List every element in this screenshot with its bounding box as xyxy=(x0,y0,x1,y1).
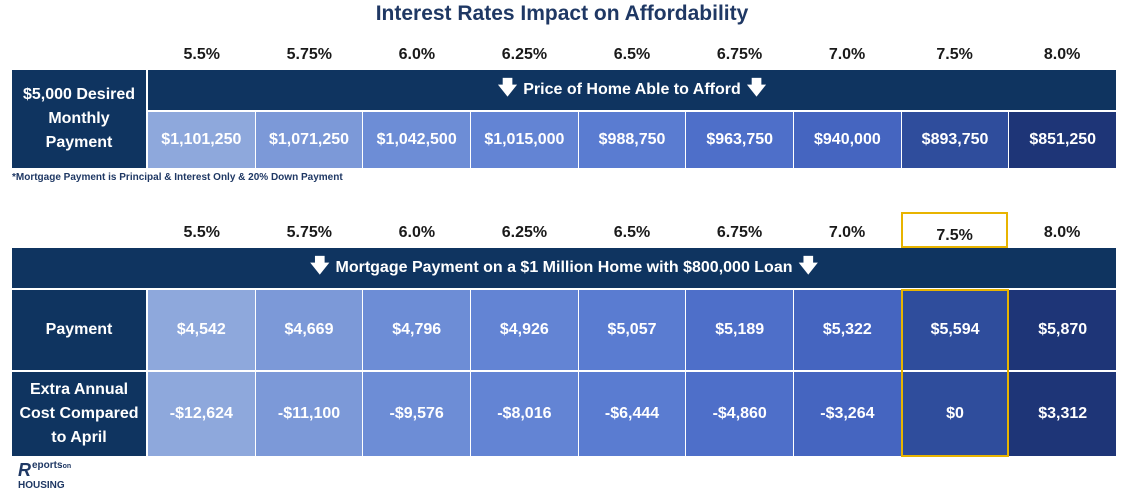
down-arrow-icon: 🡇 xyxy=(746,78,767,99)
payment-cell: $5,870 xyxy=(1009,290,1117,370)
rate-header: 5.5% xyxy=(183,224,220,241)
payment-row: $4,542 $4,669 $4,796 $4,926 $5,057 $5,189 $5,3… xyxy=(148,290,1117,370)
rate-header: 6.0% xyxy=(398,46,436,63)
desired-payment-label: $5,000 Desired Monthly Payment xyxy=(12,70,146,168)
down-arrow-icon: 🡇 xyxy=(497,78,518,99)
price-cell: $1,071,250 xyxy=(255,112,363,168)
rate-header: 7.5% xyxy=(900,212,1009,248)
payment-cell: $5,594 xyxy=(901,290,1009,370)
price-cell: $1,042,500 xyxy=(363,112,471,168)
extra-cost-cell: -$8,016 xyxy=(471,372,578,456)
extra-cost-cell: -$12,624 xyxy=(148,372,255,456)
extra-cost-row: -$12,624 -$11,100 -$9,576 -$8,016 -$6,444 -$4… xyxy=(148,372,1117,456)
extra-cost-cell: -$4,860 xyxy=(686,372,794,456)
rate-header-row-1: 5.5% 5.75% 6.0% 6.25% 6.5% 6.75% 7.0% 7.5% 8.0% xyxy=(148,42,1116,70)
rate-header: 7.5% xyxy=(936,46,973,63)
extra-cost-cell: -$6,444 xyxy=(578,372,686,456)
rate-header: 6.25% xyxy=(501,224,548,241)
payment-cell: $5,189 xyxy=(686,290,794,370)
payment-cell: $4,926 xyxy=(471,290,578,370)
reports-on-housing-logo: R eportson HOUSING xyxy=(18,460,72,491)
payment-row-label: Payment xyxy=(12,290,146,370)
rate-header: 5.75% xyxy=(286,46,332,63)
price-cell: $940,000 xyxy=(794,112,901,168)
rate-header: 5.75% xyxy=(286,224,332,241)
rate-header: 6.75% xyxy=(716,224,763,241)
price-banner: 🡇 Price of Home Able to Afford 🡇 xyxy=(148,70,1116,110)
payment-cell: $4,669 xyxy=(255,290,363,370)
footnote: *Mortgage Payment is Principal & Interes… xyxy=(12,172,343,183)
mortgage-banner-text: Mortgage Payment on a $1 Million Home wi… xyxy=(335,259,793,276)
price-cell: $963,750 xyxy=(686,112,794,168)
chart-title: Interest Rates Impact on Affordability xyxy=(375,2,749,25)
extra-cost-cell: -$11,100 xyxy=(255,372,363,456)
rate-header: 7.0% xyxy=(828,224,866,241)
rate-header: 7.0% xyxy=(828,46,866,63)
price-banner-text: Price of Home Able to Afford xyxy=(523,81,741,98)
extra-cost-row-label: Extra Annual Cost Compared to April xyxy=(12,372,146,456)
price-row: $1,101,250 $1,071,250 $1,042,500 $1,015,000… xyxy=(148,112,1117,168)
rate-header: 8.0% xyxy=(1043,224,1081,241)
rate-header-row-2: 5.5% 5.75% 6.0% 6.25% 6.5% 6.75% 7.0% 7.5% 8.0% xyxy=(148,212,1116,248)
price-cell: $893,750 xyxy=(901,112,1009,168)
extra-cost-cell: -$9,576 xyxy=(363,372,471,456)
rate-header: 5.5% xyxy=(183,46,220,63)
price-cell: $988,750 xyxy=(578,112,686,168)
extra-cost-cell: $3,312 xyxy=(1009,372,1117,456)
price-cell: $1,101,250 xyxy=(148,112,255,168)
payment-cell: $5,057 xyxy=(578,290,686,370)
price-cell: $1,015,000 xyxy=(471,112,578,168)
rate-header: 6.75% xyxy=(716,46,763,63)
extra-cost-cell: -$3,264 xyxy=(794,372,901,456)
mortgage-banner: 🡇 Mortgage Payment on a $1 Million Home … xyxy=(12,248,1116,288)
extra-cost-cell: $0 xyxy=(901,372,1009,456)
down-arrow-icon: 🡇 xyxy=(309,256,330,277)
rate-header: 6.5% xyxy=(613,224,651,241)
rate-header: 6.25% xyxy=(501,46,548,63)
price-cell: $851,250 xyxy=(1009,112,1117,168)
rate-header: 6.5% xyxy=(613,46,651,63)
rate-header: 6.0% xyxy=(398,224,436,241)
payment-cell: $5,322 xyxy=(794,290,901,370)
payment-cell: $4,796 xyxy=(363,290,471,370)
payment-cell: $4,542 xyxy=(148,290,255,370)
down-arrow-icon: 🡇 xyxy=(798,256,819,277)
rate-header: 8.0% xyxy=(1043,46,1081,63)
